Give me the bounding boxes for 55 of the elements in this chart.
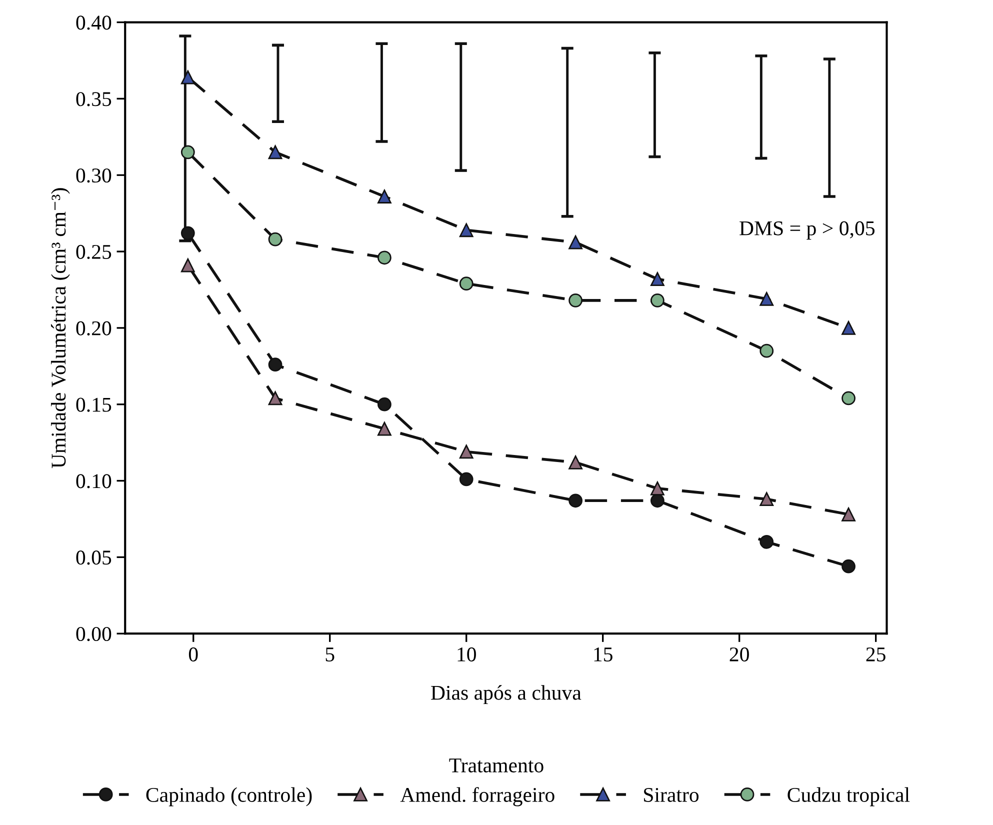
point bbox=[268, 391, 282, 406]
legend-label: Capinado (controle) bbox=[146, 787, 312, 806]
x-tick-label: 25 bbox=[866, 647, 886, 662]
point bbox=[378, 190, 392, 204]
point bbox=[180, 258, 195, 272]
y-tick-label: 0.40 bbox=[76, 16, 112, 30]
point bbox=[650, 481, 664, 496]
point bbox=[568, 293, 582, 308]
point bbox=[842, 391, 856, 406]
point bbox=[459, 276, 474, 291]
point bbox=[459, 472, 474, 486]
point bbox=[378, 397, 392, 412]
y-tick-label: 0.00 bbox=[76, 626, 112, 642]
point bbox=[459, 223, 474, 238]
x-tick-label: 15 bbox=[594, 648, 612, 662]
legend-title: Tratamento bbox=[449, 758, 544, 772]
point bbox=[268, 232, 282, 246]
x-tick-label: 10 bbox=[458, 647, 476, 662]
point bbox=[760, 344, 774, 358]
y-tick-label: 0.30 bbox=[76, 168, 112, 183]
x-tick-label: 20 bbox=[730, 647, 749, 662]
legend-label: Siratro bbox=[644, 788, 699, 802]
x-axis-title: Dias após a chuva bbox=[431, 685, 582, 704]
annotation: DMS = p > 0,05 bbox=[740, 221, 875, 240]
point bbox=[650, 272, 664, 286]
legend-label: Amend. forrageiro bbox=[400, 787, 554, 806]
point bbox=[568, 235, 582, 250]
y-tick-label: 0.20 bbox=[76, 321, 112, 336]
point bbox=[760, 292, 774, 306]
x-tick-label: 0 bbox=[188, 647, 198, 662]
y-tick-label: 0.35 bbox=[76, 92, 112, 106]
point bbox=[650, 293, 664, 308]
point bbox=[268, 358, 282, 372]
x-tick-label: 5 bbox=[326, 648, 334, 662]
point bbox=[650, 494, 664, 508]
point bbox=[268, 145, 282, 160]
point bbox=[760, 534, 774, 549]
point bbox=[842, 320, 856, 335]
point bbox=[180, 70, 195, 84]
y-tick-label: 0.05 bbox=[76, 550, 112, 565]
legend-label: Cudzu tropical bbox=[788, 787, 910, 806]
point bbox=[180, 226, 195, 240]
point bbox=[378, 422, 392, 436]
y-tick-label: 0.15 bbox=[76, 398, 112, 412]
y-tick-label: 0.10 bbox=[76, 474, 112, 488]
y-tick-label: 0.25 bbox=[76, 244, 112, 260]
point bbox=[842, 559, 856, 574]
point bbox=[842, 507, 856, 522]
point bbox=[378, 250, 392, 265]
point bbox=[760, 492, 774, 506]
point bbox=[459, 444, 474, 459]
point bbox=[568, 455, 582, 470]
point bbox=[568, 494, 582, 508]
y-axis-title: Umidade Volumétrica (cm³ cm⁻³) bbox=[50, 188, 70, 468]
point bbox=[180, 145, 195, 160]
